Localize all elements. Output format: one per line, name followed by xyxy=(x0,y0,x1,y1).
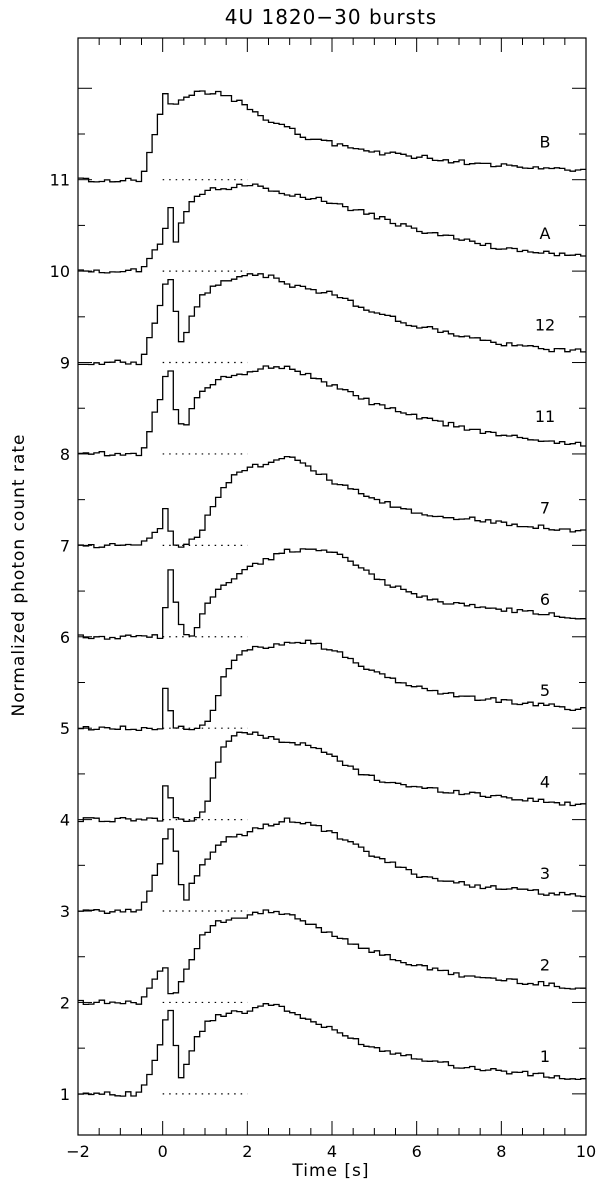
curve-label: 5 xyxy=(540,681,550,700)
burst-curve-6 xyxy=(78,548,586,640)
chart-title: 4U 1820−30 bursts xyxy=(225,5,437,29)
curve-label: 6 xyxy=(540,590,550,609)
curve-label: 3 xyxy=(540,864,550,883)
y-axis-label: Normalized photon count rate xyxy=(9,434,29,717)
series-layer xyxy=(78,90,586,1097)
burst-curve-12 xyxy=(78,273,586,366)
plot-frame xyxy=(77,37,587,1136)
burst-curve-5 xyxy=(78,639,586,732)
curve-label: A xyxy=(540,224,551,243)
curve-label: 7 xyxy=(540,498,550,517)
x-tick-label: −2 xyxy=(66,1142,90,1161)
burst-curve-3 xyxy=(78,817,586,914)
y-tick-label: 6 xyxy=(60,628,70,647)
x-tick-label: 8 xyxy=(496,1142,506,1161)
burst-curve-1 xyxy=(78,1003,586,1097)
curve-label: 11 xyxy=(535,407,555,426)
y-tick-label: 11 xyxy=(50,171,70,190)
x-tick-label: 10 xyxy=(576,1142,596,1161)
x-tick-label: 0 xyxy=(158,1142,168,1161)
y-tick-label: 8 xyxy=(60,445,70,464)
x-axis-label: Time [s] xyxy=(291,1161,369,1181)
curve-label: B xyxy=(540,133,551,152)
burst-curve-11 xyxy=(78,365,586,457)
baselines-layer xyxy=(162,179,248,1095)
curve-label: 1 xyxy=(540,1047,550,1066)
y-tick-label: 3 xyxy=(60,902,70,921)
burst-curve-7 xyxy=(78,455,586,549)
x-tick-label: 4 xyxy=(327,1142,337,1161)
y-tick-label: 2 xyxy=(60,993,70,1012)
curve-label: 12 xyxy=(535,316,555,335)
curve-label: 2 xyxy=(540,955,550,974)
burst-curve-B xyxy=(78,90,586,183)
y-tick-label: 1 xyxy=(60,1085,70,1104)
burst-curve-4 xyxy=(78,731,586,823)
y-tick-label: 7 xyxy=(60,536,70,555)
burst-curve-2 xyxy=(78,909,586,1006)
y-tick-label: 4 xyxy=(60,811,70,830)
burst-curve-A xyxy=(78,183,586,274)
y-tick-label: 10 xyxy=(50,262,70,281)
y-tick-label: 9 xyxy=(60,354,70,373)
y-tick-label: 5 xyxy=(60,719,70,738)
x-tick-label: 6 xyxy=(412,1142,422,1161)
x-tick-label: 2 xyxy=(242,1142,252,1161)
curve-label: 4 xyxy=(540,773,550,792)
